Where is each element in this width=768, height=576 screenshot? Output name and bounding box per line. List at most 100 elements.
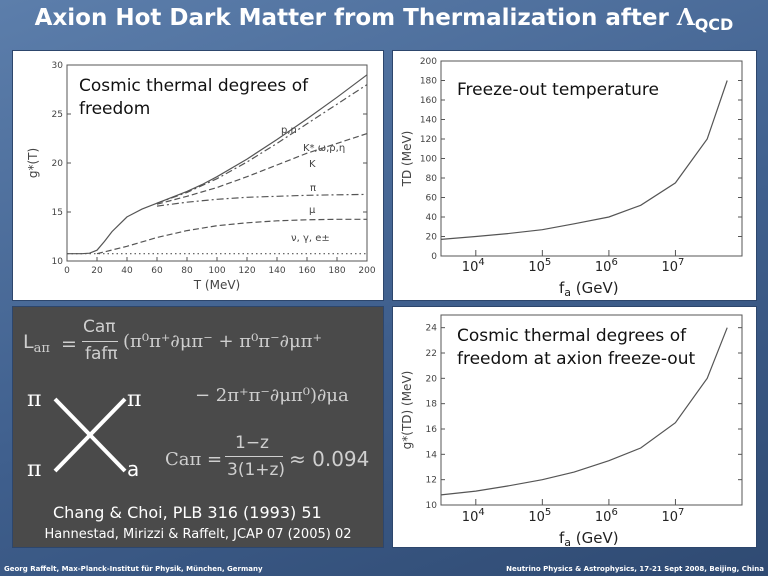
x-axis-label-dof-freeze-out: fa (GeV) [559,529,619,549]
x-tick-exponent: 5 [544,257,552,268]
y-tick-label: 22 [426,349,437,359]
y-tick-label: 0 [431,252,437,262]
title-lambda: Λ [676,4,695,31]
y-axis-label: g*(TD) (MeV) [400,371,414,450]
panel-thermal-dof: 10 15 20 25 30 0 20 40 60 80 100 120 140 160 180 200 T (… [12,50,384,301]
caption-dof-freeze-out: Cosmic thermal degrees of freedom at axi… [457,326,696,369]
c-lhs: Caπ [165,449,202,470]
y-tick-label: 60 [426,194,438,204]
y-axis-label: g*(T) [26,148,40,178]
x-tick-base: 10 [594,260,612,275]
feynman-vertex [53,397,127,473]
x-tick-label: 105 [528,257,551,275]
reference-hannestad: Hannestad, Mirizzi & Raffelt, JCAP 07 (2… [44,527,352,542]
series-line-1 [440,327,728,496]
y-axis-label: TD (MeV) [400,131,414,188]
vertex-label-bl: π [27,457,42,482]
y-tick-label: 16 [426,425,438,435]
coef-denominator: fafπ [85,344,118,364]
x-tick-base: 10 [461,510,479,525]
reference-chang-choi: Chang & Choi, PLB 316 (1993) 51 [53,503,322,522]
y-tick-label: 15 [52,208,63,218]
x-tick-label: 20 [91,266,103,276]
y-tick-label: 20 [52,159,64,169]
panel-freeze-out-temp: 0 20 40 60 80 100 120 140 160 180 200 TD (MeV) Free… [392,50,757,301]
x-tick-label: 80 [181,266,193,276]
c-fraction-bar [225,456,283,457]
vertex-label-tl: π [27,387,42,412]
lagrangian-equals: = [61,333,77,355]
chart-freeze-out-temp: 0 20 40 60 80 100 120 140 160 180 200 TD (MeV) [400,57,743,262]
lagrangian-term2: − 2π⁺π⁻∂μπ⁰)∂μa [195,385,349,406]
x-tick-label: 104 [462,257,485,275]
series-line-3 [156,133,368,205]
series-label-4: π [310,183,316,194]
c-equals: = [207,449,223,470]
y-tick-label: 18 [426,400,438,410]
vertex-line-2 [53,397,127,473]
x-tick-base: 10 [528,260,545,275]
series-line-1 [440,80,728,240]
caption-freeze-out-temp: Freeze-out temperature [457,80,660,100]
x-tick-label: 106 [595,257,618,275]
series-line-5 [96,218,367,255]
panel-dof-freeze-out: 10 12 14 16 18 20 22 24 g*(TD) (MeV) Cosmic ther… [392,306,757,549]
coef-fraction-bar [82,341,118,342]
lagrangian-term1: (π⁰π⁺∂μπ⁻ + π⁰π⁻∂μπ⁺ [123,331,322,352]
y-tick-label: 140 [420,116,437,126]
x-tick-label: 100 [208,266,225,276]
x-tick-base: 10 [594,510,612,525]
x-tick-exponent: 7 [677,507,685,518]
y-tick-label: 40 [426,213,438,223]
series-line-2 [156,84,368,204]
x-tick-label: 40 [121,266,133,276]
x-tick-base: 10 [661,260,678,275]
series-label-1: p,n [281,125,297,136]
chart-dof-freeze-out: 10 12 14 16 18 20 22 24 g*(TD) (MeV) [400,314,743,511]
series-label-3: K [309,159,316,170]
caption-thermal-dof: Cosmic thermal degrees of freedom [79,76,309,119]
y-tick-label: 200 [420,57,437,67]
x-tick-label: 180 [328,266,345,276]
x-tick-exponent: 6 [611,257,618,268]
series-line-1 [67,74,368,255]
title-subscript: QCD [694,15,734,34]
y-tick-label: 12 [426,476,437,486]
x-tick-label: 160 [298,266,315,276]
y-tick-label: 120 [420,135,437,145]
series-label-6: ν, γ, e± [291,233,330,244]
y-tick-label: 20 [426,233,438,243]
x-tick-label: 106 [595,507,618,525]
chart-thermal-dof: 10 15 20 25 30 0 20 40 60 80 100 120 140 160 180 200 T (… [26,61,376,292]
x-tick-label: 200 [358,266,375,276]
x-tick-label: 105 [528,507,551,525]
y-tick-label: 100 [420,155,437,165]
x-tick-exponent: 4 [478,257,485,268]
footer-right: Neutrino Physics & Astrophysics, 17-21 S… [506,565,764,573]
coef-numerator: Caπ [83,317,116,337]
y-tick-label: 25 [52,110,63,120]
lagrangian-lhs: Laπ [23,331,50,356]
y-tick-label: 180 [420,77,437,87]
x-tick-label: 140 [268,266,285,276]
series-label-5: μ [309,205,316,216]
x-axis-label: T (MeV) [193,278,240,292]
c-numerator: 1−z [235,433,269,453]
x-tick-label: 60 [151,266,163,276]
x-tick-base: 10 [661,510,678,525]
vertex-label-br: a [127,457,140,481]
title-main: Axion Hot Dark Matter from Thermalizatio… [34,5,677,31]
x-tick-exponent: 7 [677,257,685,268]
x-tick-base: 10 [528,510,545,525]
y-tick-label: 10 [52,257,64,267]
y-tick-label: 10 [426,501,438,511]
x-tick-label: 120 [238,266,255,276]
x-tick-exponent: 5 [544,507,552,518]
y-tick-label: 30 [52,61,64,71]
footer-left: Georg Raffelt, Max-Planck-Institut für P… [4,565,263,573]
slide-title: Axion Hot Dark Matter from Thermalizatio… [0,4,768,34]
panel-formula: Laπ = Caπ fafπ (π⁰π⁺∂μπ⁻ + π⁰π⁻∂μπ⁺ − 2π… [12,306,384,548]
plot-frame [440,314,743,506]
c-denominator: 3(1+z) [227,460,286,480]
x-tick-exponent: 6 [611,507,618,518]
